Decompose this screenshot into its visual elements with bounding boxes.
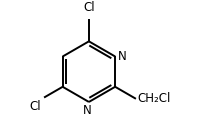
Text: N: N (83, 104, 92, 117)
Text: N: N (117, 50, 126, 63)
Text: CH₂Cl: CH₂Cl (138, 92, 171, 105)
Text: Cl: Cl (83, 1, 95, 14)
Text: Cl: Cl (29, 100, 41, 113)
